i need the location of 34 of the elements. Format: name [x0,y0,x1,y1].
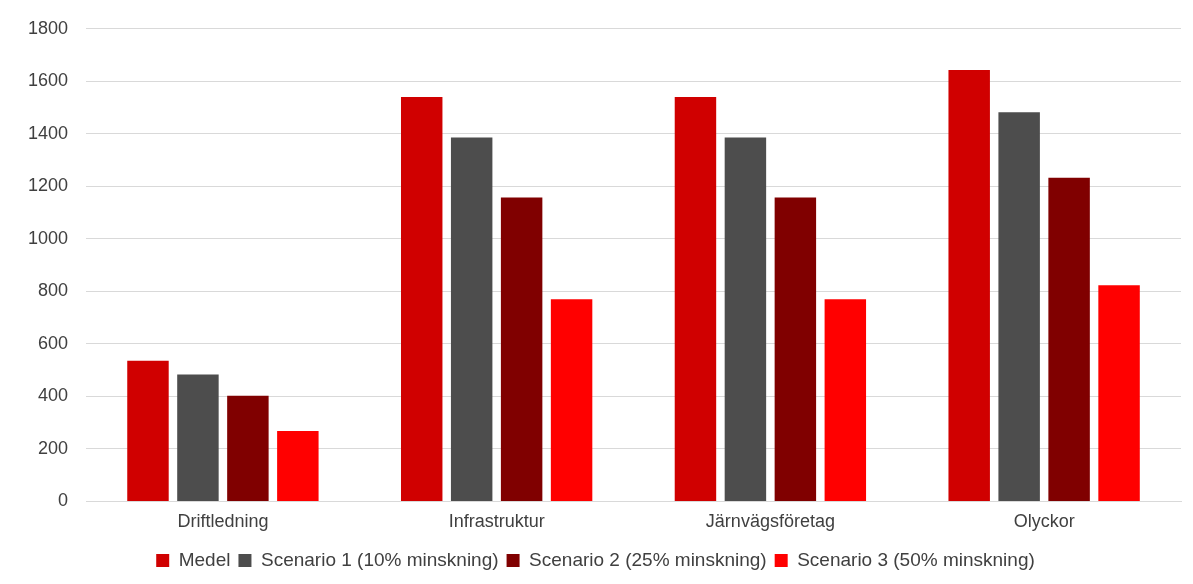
bar [674,97,717,501]
legend-label: Scenario 2 (25% minskning) [529,548,767,570]
x-tick-label: Olyckor [1013,511,1075,532]
y-tick-label: 800 [38,280,69,301]
y-tick-label: 1000 [28,227,69,248]
y-tick-label: 1400 [28,122,69,143]
bar [277,431,319,501]
x-tick-label: Infrastruktur [448,511,545,532]
y-tick-label: 200 [38,437,69,458]
bar [948,70,990,501]
x-tick-label: Driftledning [177,511,269,532]
legend-label: Scenario 3 (50% minskning) [797,548,1035,570]
y-tick-label: 600 [38,332,69,353]
bar [500,197,543,501]
bar [400,97,443,501]
bar [227,395,269,501]
legend-label: Scenario 1 (10% minskning) [260,548,499,570]
bar [127,360,169,501]
bar [1098,285,1140,501]
bar [824,299,867,501]
y-tick-label: 0 [58,490,69,511]
x-tick-label: Järnvägsföretag [705,511,835,532]
y-tick-label: 1800 [28,17,69,38]
bar [998,112,1040,501]
bar [177,374,219,501]
legend-label: Medel [178,548,231,570]
y-tick-label: 400 [38,385,69,406]
y-tick-label: 1200 [28,175,69,196]
bar [450,137,493,501]
bar [550,299,593,501]
bar [774,197,817,501]
y-tick-label: 1600 [28,70,69,91]
bar [724,137,767,501]
bar [1048,177,1090,501]
